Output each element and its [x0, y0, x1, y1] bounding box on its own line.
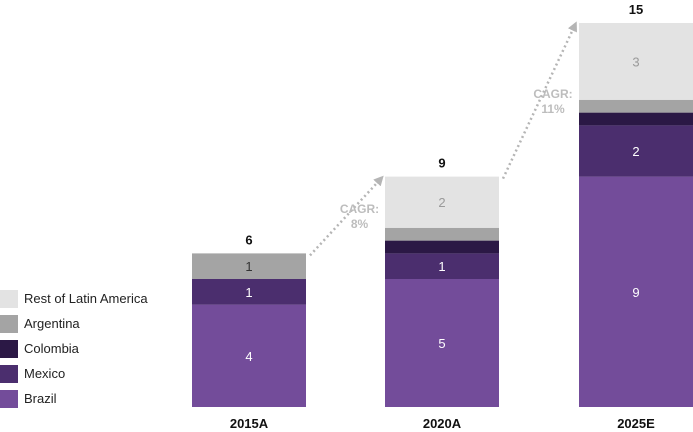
bar-total-label: 15 [629, 2, 643, 17]
bar-segment-colombia [579, 112, 693, 126]
legend-swatch [0, 314, 18, 333]
bar-segment-mexico [385, 253, 499, 279]
cagr-arrow [309, 175, 384, 257]
legend-label: Argentina [24, 316, 80, 331]
segment-value-label: 1 [438, 259, 445, 274]
bar-segment-brazil [579, 176, 693, 407]
bar-segment-rest-of-latin-america [385, 176, 499, 228]
legend-label: Rest of Latin America [24, 291, 148, 306]
legend-item: Rest of Latin America [0, 286, 148, 311]
segment-value-label: 1 [245, 259, 252, 274]
cagr-label: CAGR: [533, 87, 572, 101]
legend-item: Colombia [0, 336, 148, 361]
bar-total-label: 6 [245, 232, 252, 247]
bar-segment-colombia [385, 240, 499, 254]
segment-value-label: 3 [632, 54, 639, 69]
legend: Rest of Latin America Argentina Colombia Me… [0, 286, 148, 411]
segment-value-label: 2 [438, 195, 445, 210]
legend-label: Mexico [24, 366, 66, 381]
category-label: 2015A [230, 416, 269, 431]
legend-swatch [0, 389, 18, 408]
cagr-value: 11% [541, 102, 565, 116]
cagr-label: CAGR: [340, 202, 379, 216]
bar-segment-brazil [192, 304, 306, 407]
bar-segment-mexico [192, 279, 306, 305]
legend-label: Colombia [24, 341, 79, 356]
bar-segment-brazil [385, 279, 499, 407]
legend-item: Mexico [0, 361, 148, 386]
category-label: 2025E [617, 416, 655, 431]
segment-value-label: 1 [245, 285, 252, 300]
bar-segment-argentina [579, 99, 693, 113]
segment-value-label: 4 [245, 349, 252, 364]
segment-value-label: 5 [438, 336, 445, 351]
cagr-arrow [501, 21, 577, 180]
legend-label: Brazil [24, 391, 57, 406]
legend-swatch [0, 289, 18, 308]
legend-item: Argentina [0, 311, 148, 336]
bar-segment-mexico [579, 125, 693, 177]
cagr-value: 8% [351, 217, 369, 231]
bar-segment-argentina [385, 227, 499, 241]
segment-value-label: 2 [632, 144, 639, 159]
legend-item: Brazil [0, 386, 148, 411]
bar-total-label: 9 [438, 156, 445, 171]
legend-swatch [0, 339, 18, 358]
category-label: 2020A [423, 416, 462, 431]
bar-segment-argentina [192, 253, 306, 279]
bar-segment-rest-of-latin-america [579, 23, 693, 100]
segment-value-label: 9 [632, 285, 639, 300]
legend-swatch [0, 364, 18, 383]
